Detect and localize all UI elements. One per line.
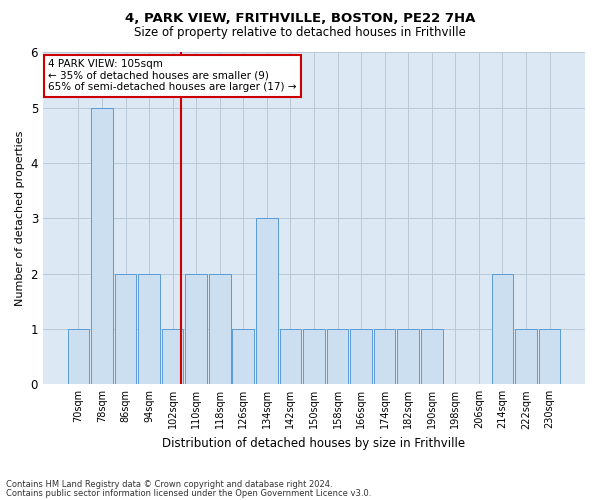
Bar bbox=[232, 329, 254, 384]
Bar bbox=[303, 329, 325, 384]
Bar bbox=[91, 108, 113, 384]
Text: Size of property relative to detached houses in Frithville: Size of property relative to detached ho… bbox=[134, 26, 466, 39]
Bar bbox=[185, 274, 207, 384]
Bar bbox=[539, 329, 560, 384]
Bar bbox=[515, 329, 537, 384]
Bar bbox=[68, 329, 89, 384]
Bar bbox=[374, 329, 395, 384]
Text: 4 PARK VIEW: 105sqm
← 35% of detached houses are smaller (9)
65% of semi-detache: 4 PARK VIEW: 105sqm ← 35% of detached ho… bbox=[49, 59, 297, 92]
Text: 4, PARK VIEW, FRITHVILLE, BOSTON, PE22 7HA: 4, PARK VIEW, FRITHVILLE, BOSTON, PE22 7… bbox=[125, 12, 475, 26]
Bar bbox=[138, 274, 160, 384]
Bar bbox=[280, 329, 301, 384]
Text: Contains HM Land Registry data © Crown copyright and database right 2024.: Contains HM Land Registry data © Crown c… bbox=[6, 480, 332, 489]
Bar bbox=[326, 329, 349, 384]
Bar bbox=[115, 274, 136, 384]
Bar bbox=[350, 329, 372, 384]
Text: Contains public sector information licensed under the Open Government Licence v3: Contains public sector information licen… bbox=[6, 488, 371, 498]
Bar bbox=[421, 329, 443, 384]
Bar bbox=[256, 218, 278, 384]
X-axis label: Distribution of detached houses by size in Frithville: Distribution of detached houses by size … bbox=[163, 437, 466, 450]
Bar bbox=[209, 274, 230, 384]
Bar bbox=[162, 329, 184, 384]
Bar bbox=[397, 329, 419, 384]
Bar bbox=[491, 274, 513, 384]
Y-axis label: Number of detached properties: Number of detached properties bbox=[15, 130, 25, 306]
